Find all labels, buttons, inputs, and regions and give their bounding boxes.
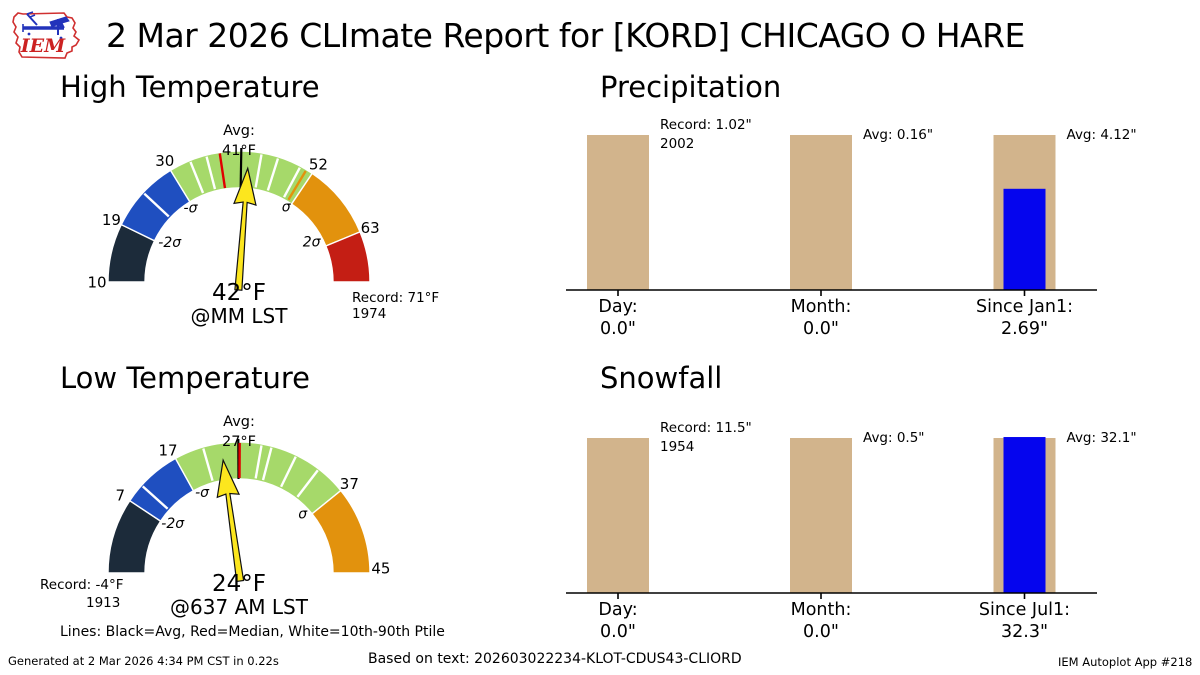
section-title-low-temperature: Low Temperature	[60, 361, 311, 395]
bar-note: Avg: 32.1"	[1067, 430, 1137, 446]
gauge-segment	[174, 441, 342, 515]
bar-value-label: 32.3"	[1001, 622, 1048, 642]
median-line	[218, 153, 227, 189]
gauge-scale-label: 37	[340, 475, 359, 493]
footer-generated-text: Generated at 2 Mar 2026 4:34 PM CST in 0…	[8, 654, 279, 668]
bar-value-label: 0.0"	[600, 319, 636, 339]
gauge-legend-note: Lines: Black=Avg, Red=Median, White=10th…	[60, 624, 445, 640]
bar-category-label: Since Jan1:	[976, 297, 1073, 317]
gauge-record-label: 1913	[86, 595, 120, 611]
bar-value-label: 0.0"	[803, 622, 839, 642]
bar-category-label: Month:	[791, 600, 852, 620]
gauge-avg-label: 27°F	[222, 434, 256, 450]
gauge-time-label: @637 AM LST	[170, 595, 309, 619]
gauge-needle	[233, 166, 257, 291]
value-bar	[1003, 188, 1046, 290]
gauge-sigma-label: σ	[282, 199, 292, 215]
gauge-scale-label: 52	[309, 156, 328, 174]
gauge-sigma-label: -2σ	[161, 516, 185, 532]
bar-note: Record: 11.5"	[660, 420, 752, 436]
percentile-tick	[141, 485, 169, 510]
gauge-segment	[324, 230, 371, 283]
page-title: 2 Mar 2026 CLImate Report for [KORD] CHI…	[106, 16, 1025, 55]
section-title-high-temperature: High Temperature	[60, 70, 320, 104]
gauge-avg-label: 41°F	[222, 143, 256, 159]
gauge-record-label: Record: 71°F	[352, 290, 439, 306]
iem-logo: IEM	[6, 2, 82, 66]
gauge-record-label: 1974	[352, 306, 386, 322]
gauge-time-label: @MM LST	[191, 304, 289, 328]
gauge-needle	[216, 458, 245, 583]
gauge-scale-label: 19	[102, 211, 121, 229]
percentile-tick	[296, 469, 319, 498]
gauge-sigma-label: σ	[298, 507, 308, 523]
percentile-tick	[205, 156, 217, 190]
reference-bar	[790, 438, 852, 593]
gauge-avg-label: Avg:	[223, 123, 255, 139]
percentile-tick	[143, 192, 170, 218]
percentile-tick	[261, 447, 273, 481]
bar-note: Record: 1.02"	[660, 117, 752, 133]
reference-bar	[587, 438, 649, 593]
gauge-low-temperature: 7 17 37 45 -2σ -σ σ Avg: 27°F 24°F@637 AM LST Reco…	[40, 414, 390, 619]
gauge-scale-label: 10	[87, 273, 106, 291]
gauge-scale-label: 30	[155, 152, 174, 170]
gauge-high-temperature: 10 19 30 52 63 -2σ -σ σ 2σ Avg: 41°F 42°F@MM LST Rec…	[87, 123, 439, 328]
footer-app-text: IEM Autoplot App #218	[1058, 655, 1193, 669]
bar-value-label: 2.69"	[1001, 319, 1048, 339]
avg-line	[239, 148, 243, 189]
gauge-scale-label: 7	[116, 486, 126, 504]
footer-based-on-text: Based on text: 202603022234-KLOT-CDUS43-…	[368, 651, 742, 667]
value-bar	[1003, 437, 1046, 593]
percentile-tick	[283, 167, 301, 198]
bar-category-label: Since Jul1:	[979, 600, 1070, 620]
gauge-record-label: Record: -4°F	[40, 577, 123, 593]
bar-value-label: 0.0"	[600, 622, 636, 642]
bar-category-label: Day:	[598, 297, 637, 317]
gauge-sigma-label: 2σ	[303, 235, 322, 251]
bar-note: 2002	[660, 136, 694, 152]
bar-category-label: Day:	[598, 600, 637, 620]
gauge-segment	[311, 489, 371, 574]
barchart-precipitation: Day:0.0"Record: 1.02"2002Month:0.0"Avg: …	[566, 117, 1137, 339]
percentile-tick	[287, 170, 307, 201]
bar-note: 1954	[660, 439, 694, 455]
percentile-tick	[189, 161, 205, 194]
iowa-state-logo-icon: IEM	[12, 11, 81, 59]
gauge-sigma-label: -2σ	[158, 235, 182, 251]
section-title-snowfall: Snowfall	[600, 361, 723, 395]
gauge-scale-label: 63	[361, 219, 380, 237]
gauge-value-label: 24°F	[212, 571, 266, 597]
bar-value-label: 0.0"	[803, 319, 839, 339]
bar-category-label: Month:	[791, 297, 852, 317]
bar-note: Avg: 0.16"	[863, 127, 933, 143]
percentile-tick	[254, 445, 263, 479]
gauge-scale-label: 45	[371, 559, 390, 577]
percentile-tick	[202, 448, 214, 482]
gauge-sigma-label: -σ	[195, 485, 210, 501]
weather-vane-icon	[22, 11, 70, 40]
gauge-sigma-label: -σ	[184, 200, 199, 216]
percentile-tick	[254, 154, 263, 188]
gauge-value-label: 42°F	[212, 280, 266, 306]
reference-bar	[790, 135, 852, 290]
gauge-avg-label: Avg:	[223, 414, 255, 430]
logo-iem-text: IEM	[20, 35, 66, 57]
percentile-tick	[266, 158, 280, 191]
percentile-tick	[280, 456, 297, 488]
section-title-precipitation: Precipitation	[600, 70, 782, 104]
barchart-snowfall: Day:0.0"Record: 11.5"1954Month:0.0"Avg: …	[566, 420, 1137, 642]
reference-bar	[587, 135, 649, 290]
gauge-scale-label: 17	[158, 441, 177, 459]
bar-note: Avg: 0.5"	[863, 430, 925, 446]
bar-note: Avg: 4.12"	[1067, 127, 1137, 143]
